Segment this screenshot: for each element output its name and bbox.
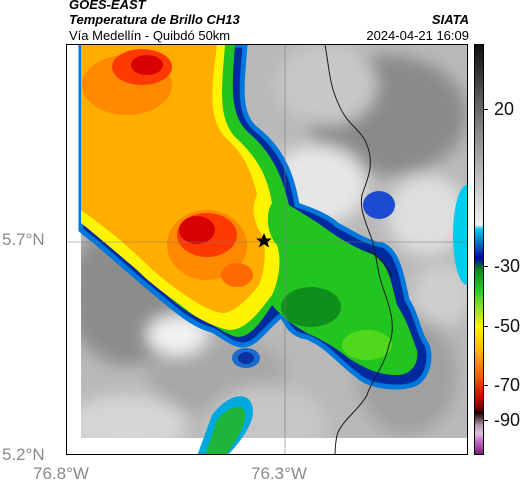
- lon-label-76-8: 76.8°W: [33, 464, 89, 483]
- colorbar-tick: [484, 266, 488, 267]
- colorbar-tick: [484, 420, 488, 421]
- colorbar: [474, 44, 484, 455]
- colorbar-tick: [484, 385, 488, 386]
- colorbar-tick: [484, 326, 488, 327]
- timestamp-label: 2024-04-21 16:09: [366, 28, 469, 43]
- organization-label: SIATA: [431, 12, 469, 27]
- colorbar-tick: [484, 109, 488, 110]
- colorbar-label-minus90: -90: [494, 410, 521, 430]
- lon-label-76-3: 76.3°W: [251, 464, 307, 483]
- colorbar-label-20: 20: [494, 99, 515, 119]
- title-satellite: GOES-EAST: [69, 0, 146, 12]
- cloud-red: [112, 49, 253, 287]
- colorbar-label-minus30: -30: [494, 256, 521, 276]
- star-icon[interactable]: [256, 233, 272, 248]
- lat-label-5-7: 5.7°N: [2, 230, 45, 249]
- satellite-map-canvas: [67, 45, 467, 454]
- border-lines: [324, 45, 393, 454]
- title-product: Temperatura de Brillo CH13: [69, 12, 240, 27]
- satellite-map[interactable]: [66, 44, 468, 455]
- colorbar-label-minus50: -50: [494, 316, 521, 336]
- lat-label-5-2: 5.2°N: [2, 445, 45, 464]
- colorbar-label-minus70: -70: [494, 375, 521, 395]
- title-subtitle: Vía Medellín - Quibdó 50km: [69, 28, 231, 43]
